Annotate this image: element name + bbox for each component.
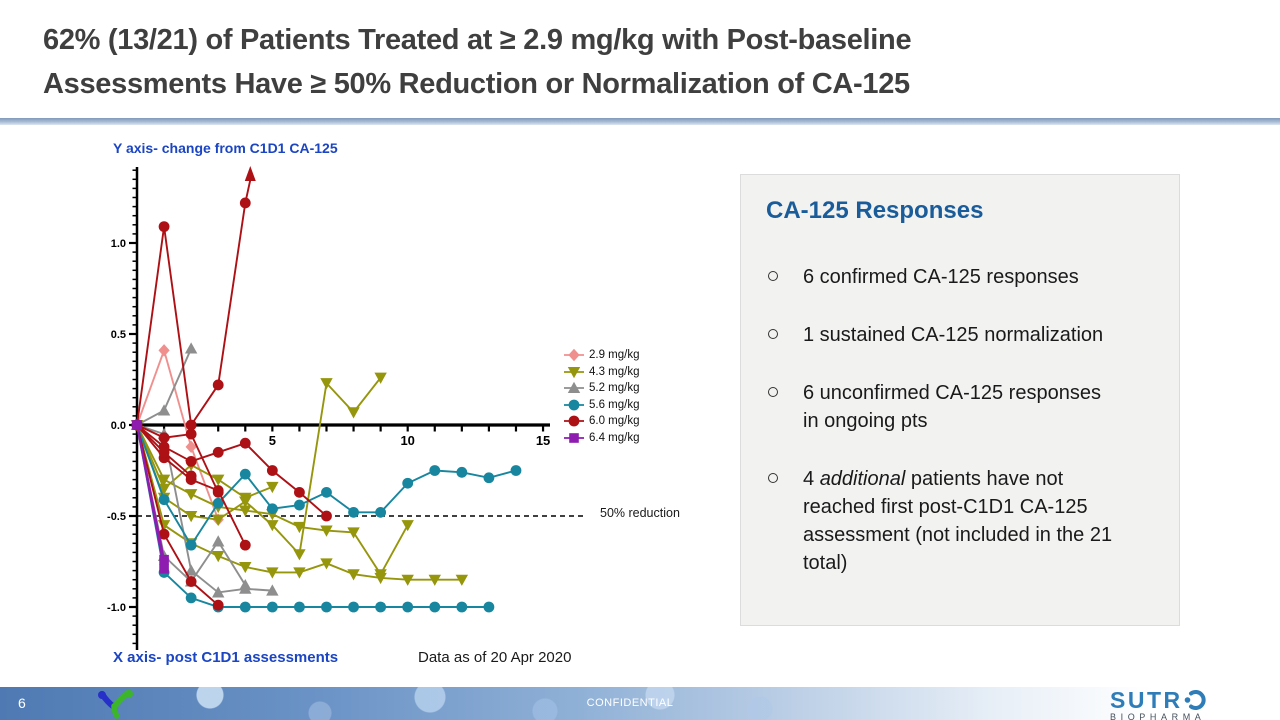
reduction-threshold-label: 50% reduction — [600, 506, 680, 520]
legend-label: 5.2 mg/kg — [589, 382, 640, 395]
logo-text-sutr: SUTR — [1110, 687, 1183, 713]
legend-label: 6.4 mg/kg — [589, 431, 640, 444]
svg-text:10: 10 — [400, 433, 414, 448]
svg-text:-0.5: -0.5 — [107, 511, 126, 523]
svg-text:5: 5 — [269, 433, 276, 448]
page-number: 6 — [18, 695, 26, 711]
y-axis-label: Y axis- change from C1D1 CA-125 — [113, 140, 338, 156]
legend-label: 2.9 mg/kg — [589, 349, 640, 362]
bullet-text: 4 — [803, 468, 820, 490]
responses-panel: CA-125 Responses 6 confirmed CA-125 resp… — [740, 174, 1180, 626]
legend-marker-triangle-up — [564, 382, 584, 394]
panel-bullet-list: 6 confirmed CA-125 responses 1 sustained… — [766, 263, 1154, 577]
slide-title-line2: Assessments Have ≥ 50% Reduction or Norm… — [43, 68, 910, 100]
bullet-item: 6 confirmed CA-125 responses — [766, 263, 1154, 291]
logo-wordmark: SUTR — [1110, 688, 1270, 712]
legend-row: 4.3 mg/kg — [563, 364, 640, 381]
legend-marker-square — [564, 432, 584, 443]
legend-marker-circle — [564, 415, 584, 427]
panel-heading: CA-125 Responses — [766, 197, 984, 224]
svg-text:15: 15 — [536, 433, 550, 448]
svg-text:1.0: 1.0 — [111, 238, 126, 250]
bullet-text: 6 confirmed CA-125 responses — [803, 266, 1079, 288]
legend-marker-diamond — [564, 349, 584, 362]
bullet-circle-icon — [768, 387, 778, 397]
logo-open-o-icon — [1184, 690, 1206, 710]
legend-label: 6.0 mg/kg — [589, 415, 640, 428]
slide-title-line1: 62% (13/21) of Patients Treated at ≥ 2.9… — [43, 24, 912, 56]
x-axis-label: X axis- post C1D1 assessments — [113, 649, 339, 666]
bullet-text: 1 sustained CA-125 normalization — [803, 324, 1104, 346]
antibody-molecule-icon — [98, 690, 133, 719]
bullet-item: 4 additional patients have not reached f… — [766, 465, 1154, 577]
svg-text:0.5: 0.5 — [111, 329, 126, 341]
logo-text-biopharma: BIOPHARMA — [1110, 712, 1206, 720]
legend-marker-circle — [564, 399, 584, 411]
bullet-text: 6 unconfirmed CA-125 responses in ongoin… — [803, 382, 1101, 432]
bullet-item: 6 unconfirmed CA-125 responses in ongoin… — [766, 379, 1154, 435]
footer-bar: 6 CONFIDENTIAL SUTR BIOPHARMA — [0, 687, 1280, 720]
svg-text:0.0: 0.0 — [111, 420, 126, 432]
legend-marker-triangle-down — [564, 366, 584, 378]
legend-row: 2.9 mg/kg — [563, 347, 640, 364]
bullet-circle-icon — [768, 329, 778, 339]
bullet-text-italic: additional — [819, 468, 906, 490]
legend-row: 5.6 mg/kg — [563, 397, 640, 414]
bullet-circle-icon — [768, 271, 778, 281]
title-divider-bar — [0, 118, 1280, 125]
bullet-item: 1 sustained CA-125 normalization — [766, 321, 1154, 349]
legend-label: 4.3 mg/kg — [589, 365, 640, 378]
confidential-label: CONFIDENTIAL — [586, 697, 674, 709]
legend-row: 6.4 mg/kg — [563, 430, 640, 447]
bullet-text: patients have not reached first post-C1D… — [803, 468, 1113, 574]
sutro-biopharma-logo: SUTR BIOPHARMA — [1110, 688, 1270, 720]
svg-text:-1.0: -1.0 — [107, 602, 126, 614]
spider-plot-chart: 5 10 15 1.0 0.5 0.0 -0.5 -1.0 — [107, 166, 585, 650]
legend-label: 5.6 mg/kg — [589, 398, 640, 411]
bullet-circle-icon — [768, 473, 778, 483]
data-as-of-label: Data as of 20 Apr 2020 — [418, 649, 572, 666]
slide-title: 62% (13/21) of Patients Treated at ≥ 2.9… — [43, 18, 1233, 106]
chart-legend: 2.9 mg/kg 4.3 mg/kg 5.2 mg/kg 5.6 mg/kg … — [563, 347, 640, 446]
legend-row: 5.2 mg/kg — [563, 380, 640, 397]
legend-row: 6.0 mg/kg — [563, 413, 640, 430]
